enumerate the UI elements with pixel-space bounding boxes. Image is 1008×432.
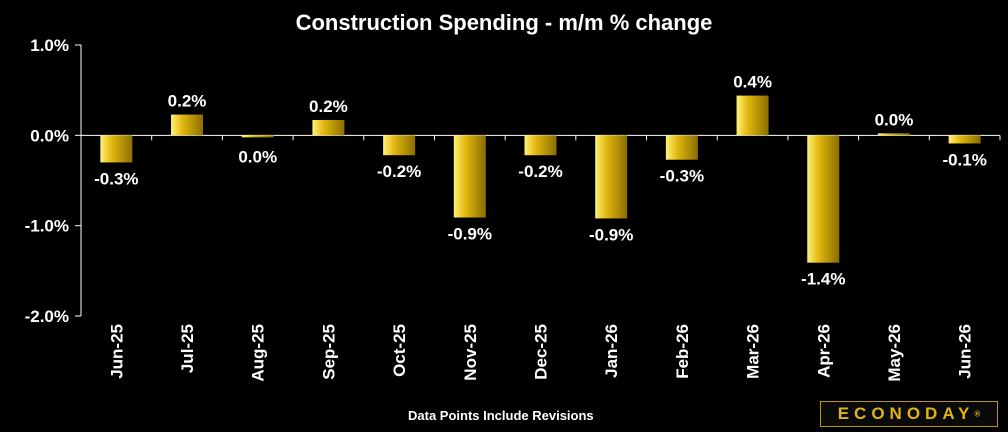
bar-feb-26 [665, 135, 698, 160]
data-label: -0.1% [942, 150, 986, 169]
x-tick-label: May-26 [885, 324, 904, 382]
bar-jul-25 [171, 114, 204, 136]
data-label: 0.4% [733, 73, 772, 92]
data-label: 0.0% [875, 110, 914, 129]
x-tick-label: Jun-25 [107, 324, 126, 379]
data-label: -0.9% [448, 225, 492, 244]
y-tick-label: -2.0% [25, 307, 69, 326]
x-tick-label: Sep-25 [319, 324, 338, 380]
chart-title: Construction Spending - m/m % change [295, 10, 713, 35]
data-label: -0.3% [94, 169, 138, 188]
x-tick-label: Aug-25 [249, 324, 268, 382]
data-label: 0.0% [238, 147, 277, 166]
x-tick-label: Nov-25 [461, 324, 480, 381]
data-label: 0.2% [168, 92, 207, 111]
x-tick-label: Mar-26 [744, 324, 763, 379]
bar-may-26 [877, 133, 910, 136]
bar-jun-26 [948, 135, 981, 144]
bar-jan-26 [595, 135, 628, 219]
x-tick-label: Dec-25 [532, 324, 551, 380]
bar-dec-25 [524, 135, 557, 156]
footnote: Data Points Include Revisions [408, 408, 594, 423]
bar-oct-25 [383, 135, 416, 156]
logo-text: ECONODAY [837, 404, 975, 423]
data-label: -0.3% [660, 167, 704, 186]
x-tick-label: Oct-25 [390, 324, 409, 377]
data-label: -0.9% [589, 225, 633, 244]
bar-aug-25 [241, 135, 274, 138]
bar-jun-25 [100, 135, 133, 163]
bar-nov-25 [453, 135, 486, 218]
x-tick-label: Feb-26 [673, 324, 692, 379]
bar-apr-26 [807, 135, 840, 263]
data-label: -0.2% [377, 162, 421, 181]
data-label: 0.2% [309, 97, 348, 116]
data-label: -0.2% [518, 162, 562, 181]
y-tick-label: 1.0% [30, 36, 69, 55]
x-tick-label: Jun-26 [956, 324, 975, 379]
logo-registered-mark: ® [974, 409, 981, 419]
data-label: -1.4% [801, 270, 845, 289]
econoday-logo: ECONODAY® [820, 401, 998, 427]
bar-sep-25 [312, 119, 345, 136]
x-tick-label: Jan-26 [602, 324, 621, 378]
y-tick-label: -1.0% [25, 217, 69, 236]
bar-mar-26 [736, 95, 769, 136]
y-tick-label: 0.0% [30, 126, 69, 145]
x-tick-label: Jul-25 [178, 324, 197, 373]
x-tick-label: Apr-26 [814, 324, 833, 378]
